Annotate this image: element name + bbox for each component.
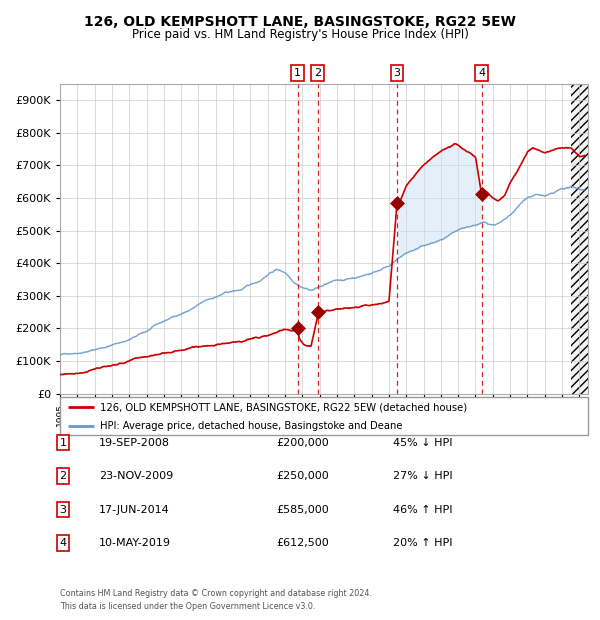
- Text: £585,000: £585,000: [276, 505, 329, 515]
- Text: £200,000: £200,000: [276, 438, 329, 448]
- Text: 3: 3: [394, 68, 400, 78]
- Text: Contains HM Land Registry data © Crown copyright and database right 2024.: Contains HM Land Registry data © Crown c…: [60, 590, 372, 598]
- Text: 1: 1: [59, 438, 67, 448]
- Bar: [571, 84, 596, 394]
- Text: 17-JUN-2014: 17-JUN-2014: [99, 505, 170, 515]
- Text: 3: 3: [59, 505, 67, 515]
- Text: 45% ↓ HPI: 45% ↓ HPI: [393, 438, 452, 448]
- Text: £612,500: £612,500: [276, 538, 329, 548]
- Text: 19-SEP-2008: 19-SEP-2008: [99, 438, 170, 448]
- Text: This data is licensed under the Open Government Licence v3.0.: This data is licensed under the Open Gov…: [60, 602, 316, 611]
- Text: 4: 4: [59, 538, 67, 548]
- Text: 126, OLD KEMPSHOTT LANE, BASINGSTOKE, RG22 5EW (detached house): 126, OLD KEMPSHOTT LANE, BASINGSTOKE, RG…: [100, 402, 467, 412]
- Text: HPI: Average price, detached house, Basingstoke and Deane: HPI: Average price, detached house, Basi…: [100, 420, 402, 431]
- Text: 126, OLD KEMPSHOTT LANE, BASINGSTOKE, RG22 5EW: 126, OLD KEMPSHOTT LANE, BASINGSTOKE, RG…: [84, 16, 516, 30]
- Text: 1: 1: [294, 68, 301, 78]
- Text: 46% ↑ HPI: 46% ↑ HPI: [393, 505, 452, 515]
- Text: 4: 4: [478, 68, 485, 78]
- Text: 27% ↓ HPI: 27% ↓ HPI: [393, 471, 452, 481]
- Text: 23-NOV-2009: 23-NOV-2009: [99, 471, 173, 481]
- Text: 20% ↑ HPI: 20% ↑ HPI: [393, 538, 452, 548]
- Text: £250,000: £250,000: [276, 471, 329, 481]
- Text: 2: 2: [314, 68, 322, 78]
- Text: 10-MAY-2019: 10-MAY-2019: [99, 538, 171, 548]
- Text: 2: 2: [59, 471, 67, 481]
- Text: Price paid vs. HM Land Registry's House Price Index (HPI): Price paid vs. HM Land Registry's House …: [131, 28, 469, 41]
